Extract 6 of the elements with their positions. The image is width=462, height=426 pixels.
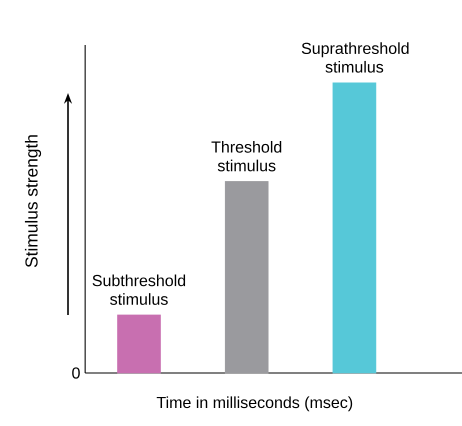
x-axis-title: Time in milliseconds (msec) xyxy=(156,396,352,412)
annotation: Subthreshold stimulus xyxy=(92,274,186,305)
text: Suprathreshold stimulus xyxy=(302,42,409,73)
y-axis-title: Stimulus strength xyxy=(24,135,42,268)
annotation: Threshold stimulus xyxy=(211,140,282,172)
text: 0 xyxy=(72,367,80,379)
